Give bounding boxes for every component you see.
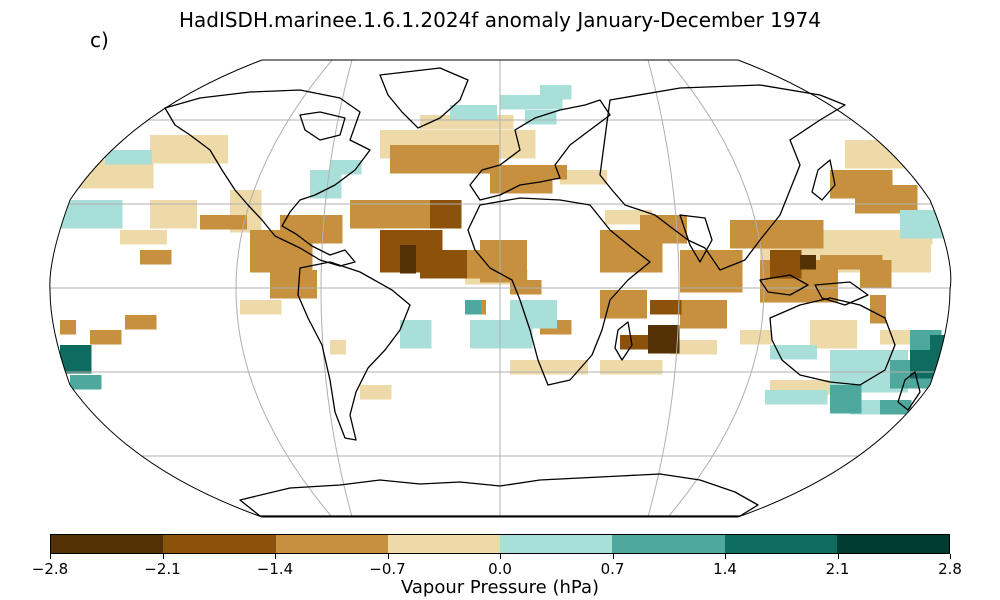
anomaly-gridboxes — [60, 85, 947, 415]
anomaly-gridbox — [200, 215, 247, 230]
colorbar-segment — [836, 535, 949, 553]
graticule — [49, 60, 951, 517]
colorbar-tick-label: 1.4 — [713, 560, 737, 578]
anomaly-gridbox — [60, 200, 123, 229]
colorbar-tick-label: 2.8 — [938, 560, 962, 578]
colorbar-tick-mark — [837, 554, 839, 559]
anomaly-gridbox — [860, 260, 892, 289]
colorbar-tick-label: 2.1 — [825, 560, 850, 578]
colorbar-tick-label: −1.4 — [256, 560, 294, 578]
anomaly-gridbox — [540, 85, 572, 100]
anomaly-gridbox — [600, 290, 647, 319]
colorbar-tick-label: −2.8 — [31, 560, 69, 578]
anomaly-gridbox — [670, 340, 717, 355]
anomaly-gridbox — [870, 295, 886, 324]
anomaly-gridbox — [855, 185, 918, 214]
colorbar-tick-label: 0.0 — [488, 560, 512, 578]
colorbar-segment — [500, 535, 613, 553]
anomaly-gridbox — [810, 320, 857, 349]
colorbar-tick-mark — [162, 554, 164, 559]
globe-outline — [49, 59, 952, 518]
colorbar-tick-mark — [725, 554, 726, 559]
anomaly-gridbox — [880, 400, 912, 415]
anomaly-gridbox — [770, 345, 817, 360]
colorbar-tick-label: −2.1 — [144, 560, 181, 578]
anomaly-gridbox — [600, 360, 663, 375]
panel-label: c) — [90, 28, 109, 52]
anomaly-gridbox — [150, 135, 228, 164]
anomaly-gridbox — [480, 240, 527, 283]
colorbar-tick-mark — [275, 554, 276, 559]
anomaly-gridbox — [510, 280, 542, 295]
anomaly-gridbox — [120, 230, 167, 245]
anomaly-gridbox — [450, 105, 497, 120]
anomaly-gridbox — [430, 200, 462, 229]
anomaly-gridbox — [520, 165, 567, 180]
colorbar-segment — [724, 535, 837, 553]
anomaly-gridbox — [360, 385, 392, 400]
anomaly-gridbox — [830, 385, 862, 414]
anomaly-gridbox — [640, 215, 687, 244]
anomaly-gridbox — [250, 230, 313, 273]
anomaly-gridbox — [560, 170, 607, 185]
anomaly-gridbox — [765, 390, 828, 405]
colorbar — [50, 534, 950, 554]
map-panel — [49, 59, 952, 518]
colorbar-tick-label: 0.7 — [600, 560, 625, 578]
anomaly-gridbox — [510, 300, 557, 329]
colorbar-tick-mark — [500, 554, 501, 559]
colorbar-tick-mark — [612, 554, 614, 559]
anomaly-gridbox — [648, 325, 680, 354]
anomaly-gridbox — [650, 300, 682, 315]
colorbar-tick-label: −0.7 — [369, 560, 406, 578]
anomaly-gridbox — [105, 150, 152, 165]
anomaly-gridbox — [60, 345, 92, 374]
colorbar-segment — [275, 535, 388, 553]
anomaly-gridbox — [770, 250, 802, 279]
anomaly-gridbox — [465, 300, 481, 315]
colorbar-label: Vapour Pressure (hPa) — [400, 577, 600, 598]
colorbar-tick-mark — [387, 554, 389, 559]
anomaly-gridbox — [390, 145, 499, 174]
anomaly-gridbox — [60, 320, 76, 335]
coastlines — [164, 67, 921, 517]
anomaly-gridbox — [70, 375, 102, 390]
anomaly-gridbox — [250, 300, 282, 315]
anomaly-gridbox — [420, 250, 467, 279]
anomaly-gridbox — [740, 330, 772, 345]
anomaly-gridbox — [400, 245, 416, 274]
anomaly-gridbox — [150, 200, 197, 229]
anomaly-gridbox — [125, 315, 157, 330]
anomaly-gridbox — [140, 250, 172, 265]
colorbar-segment — [387, 535, 500, 553]
anomaly-gridbox — [900, 210, 947, 239]
colorbar-tick-mark — [950, 554, 951, 559]
anomaly-gridbox — [680, 300, 727, 329]
colorbar-segment — [51, 535, 164, 553]
colorbar-segment — [163, 535, 276, 553]
anomaly-gridbox — [90, 330, 122, 345]
anomaly-gridbox — [270, 270, 317, 299]
anomaly-gridbox — [400, 320, 432, 349]
anomaly-gridbox — [330, 340, 346, 355]
anomaly-gridbox — [510, 360, 588, 375]
anomaly-gridbox — [350, 200, 444, 229]
anomaly-gridbox — [730, 220, 824, 249]
anomaly-gridbox — [800, 255, 816, 270]
colorbar-tick-mark — [50, 554, 51, 559]
map-title: HadISDH.marinee.1.6.1.2024f anomaly Janu… — [178, 8, 822, 32]
anomaly-gridbox — [620, 335, 652, 350]
colorbar-segment — [612, 535, 725, 553]
